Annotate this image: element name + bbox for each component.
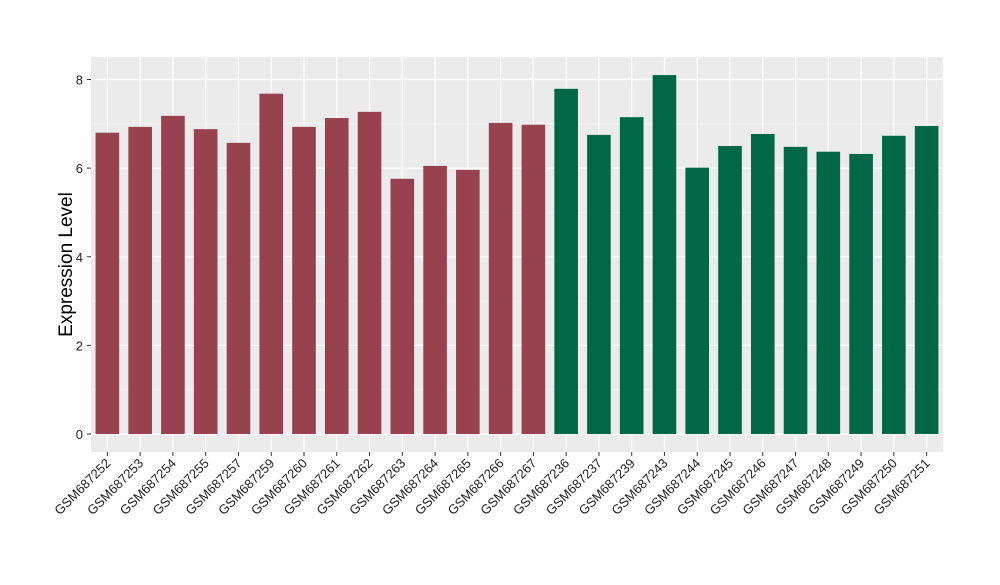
bar-GSM687252 [95, 132, 120, 435]
bar-GSM687246 [750, 134, 775, 434]
bar-GSM687236 [554, 88, 578, 434]
bar-GSM687267 [521, 124, 546, 434]
bar-GSM687262 [357, 111, 382, 435]
y-tick-label: 6 [76, 161, 83, 176]
bar-GSM687259 [259, 93, 284, 435]
bar-GSM687248 [816, 151, 841, 434]
y-tick-label: 8 [76, 73, 83, 88]
y-axis: 0 2 4 6 8 [76, 73, 91, 442]
bar-GSM687261 [324, 118, 349, 434]
bar-GSM687251 [914, 126, 939, 434]
bar-GSM687253 [128, 126, 152, 435]
bar-GSM687255 [193, 129, 218, 434]
bar-GSM687263 [390, 178, 415, 434]
bar-GSM687249 [849, 153, 873, 434]
bar-GSM687243 [652, 75, 677, 434]
bar-GSM687250 [882, 135, 906, 435]
y-axis-label: Expression Level [56, 192, 77, 337]
bar-GSM687257 [226, 142, 251, 434]
bar-GSM687266 [488, 122, 513, 435]
x-axis: GSM687252GSM687253GSM687254GSM687255GSM6… [51, 452, 933, 518]
y-tick-label: 2 [76, 338, 83, 353]
bar-GSM687264 [423, 165, 447, 435]
bar-GSM687239 [619, 117, 644, 435]
bar-GSM687244 [685, 167, 710, 434]
y-tick-label: 0 [76, 427, 83, 442]
bar-GSM687254 [161, 115, 185, 435]
bar-GSM687247 [783, 146, 808, 435]
bar-GSM687237 [587, 134, 611, 434]
bar-GSM687245 [718, 145, 742, 434]
bars-layer [95, 75, 939, 435]
bar-GSM687265 [456, 169, 480, 434]
bar-GSM687260 [292, 126, 316, 435]
y-tick-label: 4 [76, 250, 83, 265]
plot-panel [91, 57, 943, 452]
